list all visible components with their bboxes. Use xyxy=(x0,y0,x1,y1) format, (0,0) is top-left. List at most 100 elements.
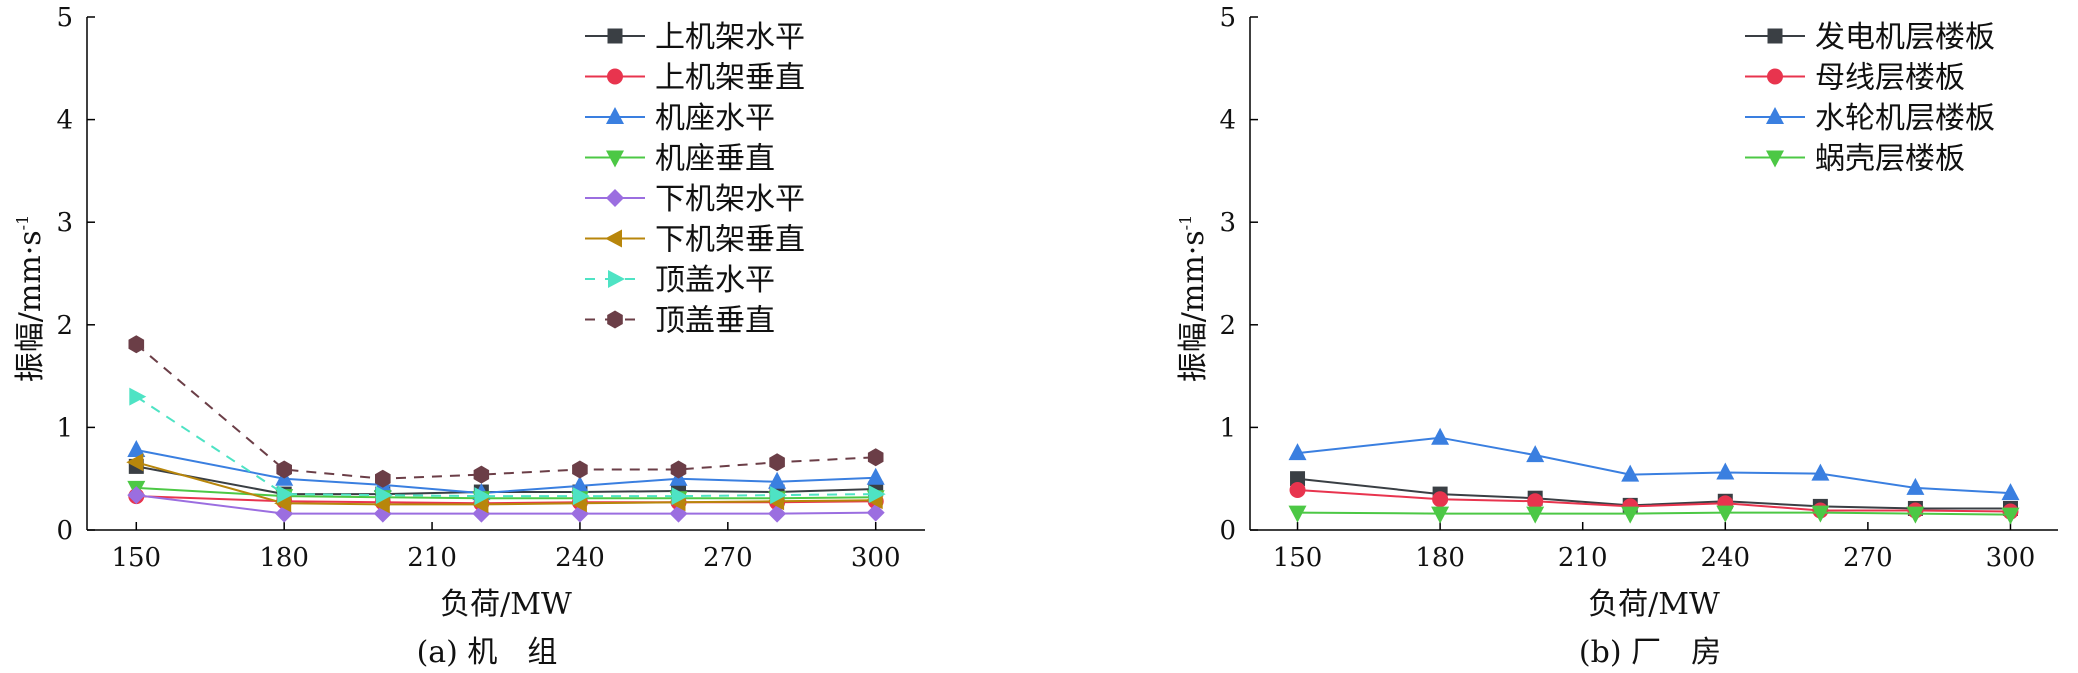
legend-entry: 顶盖水平 xyxy=(585,263,775,298)
legend-marker xyxy=(1766,107,1784,124)
chart-caption: (a) 机 组 xyxy=(417,635,558,670)
data-point xyxy=(2001,483,2020,501)
data-point xyxy=(1906,506,1925,524)
legend-marker xyxy=(608,270,625,288)
data-point xyxy=(1289,481,1306,498)
data-point xyxy=(1288,443,1307,461)
series-8 xyxy=(128,335,884,488)
data-point xyxy=(1716,462,1735,480)
y-tick-label: 0 xyxy=(1219,516,1236,546)
series-line xyxy=(1297,489,2011,513)
data-point xyxy=(473,465,490,484)
data-point xyxy=(277,485,295,504)
legend-label: 下机架水平 xyxy=(655,182,805,217)
chart-caption: (b) 厂 房 xyxy=(1579,635,1721,670)
data-point xyxy=(474,487,492,506)
data-point xyxy=(1906,477,1925,495)
x-tick-label: 270 xyxy=(703,543,753,573)
data-point xyxy=(375,469,391,488)
data-point xyxy=(769,453,785,472)
y-tick-label: 3 xyxy=(56,208,73,238)
series-6 xyxy=(126,453,883,514)
series-line xyxy=(1297,511,2011,516)
data-point xyxy=(768,504,787,523)
x-tick-label: 240 xyxy=(555,543,605,573)
x-tick-label: 150 xyxy=(111,543,161,573)
x-axis-label: 负荷/MW xyxy=(1588,587,1720,622)
legend-label: 上机架水平 xyxy=(655,20,805,55)
data-point xyxy=(670,460,687,479)
legend-marker xyxy=(607,68,623,85)
x-tick-label: 210 xyxy=(1558,543,1608,573)
data-point xyxy=(770,486,788,505)
series-4 xyxy=(1288,505,2020,525)
legend-marker xyxy=(606,189,624,207)
legend-entry: 蜗壳层楼板 xyxy=(1745,142,1965,177)
data-point xyxy=(127,440,146,457)
x-axis-label: 负荷/MW xyxy=(440,587,572,622)
data-point xyxy=(1431,427,1450,445)
legend-label: 下机架垂直 xyxy=(655,223,805,258)
data-point xyxy=(1526,445,1545,463)
legend-label: 发电机层楼板 xyxy=(1815,20,1995,55)
legend-entry: 机座水平 xyxy=(585,101,775,136)
data-point xyxy=(868,485,886,504)
data-point xyxy=(1288,505,1307,523)
x-tick-label: 180 xyxy=(259,543,309,573)
x-tick-label: 180 xyxy=(1415,543,1465,573)
y-axis-label: 振幅/mm·s-1 xyxy=(13,215,48,383)
data-point xyxy=(1526,506,1545,524)
data-point xyxy=(2001,507,2020,525)
legend-label: 上机架垂直 xyxy=(655,61,805,96)
legend-entry: 上机架水平 xyxy=(585,20,805,55)
data-point xyxy=(276,460,292,479)
x-tick-label: 300 xyxy=(851,543,901,573)
data-point xyxy=(1621,506,1640,524)
legend-entry: 发电机层楼板 xyxy=(1745,20,1995,55)
data-point xyxy=(126,453,144,472)
y-tick-label: 3 xyxy=(1219,208,1236,238)
data-point xyxy=(375,486,393,505)
y-tick-label: 2 xyxy=(56,311,73,341)
data-point xyxy=(1621,464,1640,482)
legend-label: 蜗壳层楼板 xyxy=(1815,142,1965,177)
data-point xyxy=(572,487,590,506)
x-tick-label: 300 xyxy=(1986,543,2036,573)
data-point xyxy=(129,387,147,406)
legend-entry: 水轮机层楼板 xyxy=(1745,101,1995,136)
data-point xyxy=(1811,463,1830,481)
data-point xyxy=(372,495,390,514)
data-point xyxy=(127,486,146,505)
legend-label: 母线层楼板 xyxy=(1815,61,1965,96)
series-line xyxy=(136,486,876,500)
legend-label: 水轮机层楼板 xyxy=(1815,101,1995,136)
series-line xyxy=(135,343,876,480)
data-point xyxy=(274,494,292,513)
series-line xyxy=(1297,436,2011,495)
series-line xyxy=(136,494,876,515)
legend-entry: 机座垂直 xyxy=(585,142,775,177)
x-tick-label: 270 xyxy=(1843,543,1893,573)
data-point xyxy=(1432,491,1449,508)
data-point xyxy=(1290,471,1306,487)
x-tick-label: 210 xyxy=(407,543,457,573)
legend-marker xyxy=(607,28,623,44)
data-point xyxy=(1716,505,1735,523)
legend-label: 机座水平 xyxy=(655,101,775,136)
legend-marker xyxy=(1767,28,1783,44)
y-tick-label: 1 xyxy=(1219,413,1236,443)
series-line xyxy=(136,449,876,495)
legend-marker xyxy=(1767,68,1783,85)
x-tick-label: 240 xyxy=(1700,543,1750,573)
legend-marker xyxy=(606,150,624,168)
data-point xyxy=(867,448,884,467)
series-3 xyxy=(1288,427,2020,501)
legend-entry: 下机架水平 xyxy=(585,182,805,217)
chart-panel-a: 0 1 2 3 4 5 150 180 210 240 270 300 负荷/MW 振幅/mm·s-1 (a… xyxy=(13,3,925,670)
series-7 xyxy=(129,387,886,506)
data-point xyxy=(866,467,885,485)
legend-marker xyxy=(1766,150,1784,168)
data-point xyxy=(671,487,689,506)
series-line xyxy=(1297,477,2011,510)
y-axis-label: 振幅/mm·s-1 xyxy=(1176,215,1211,383)
